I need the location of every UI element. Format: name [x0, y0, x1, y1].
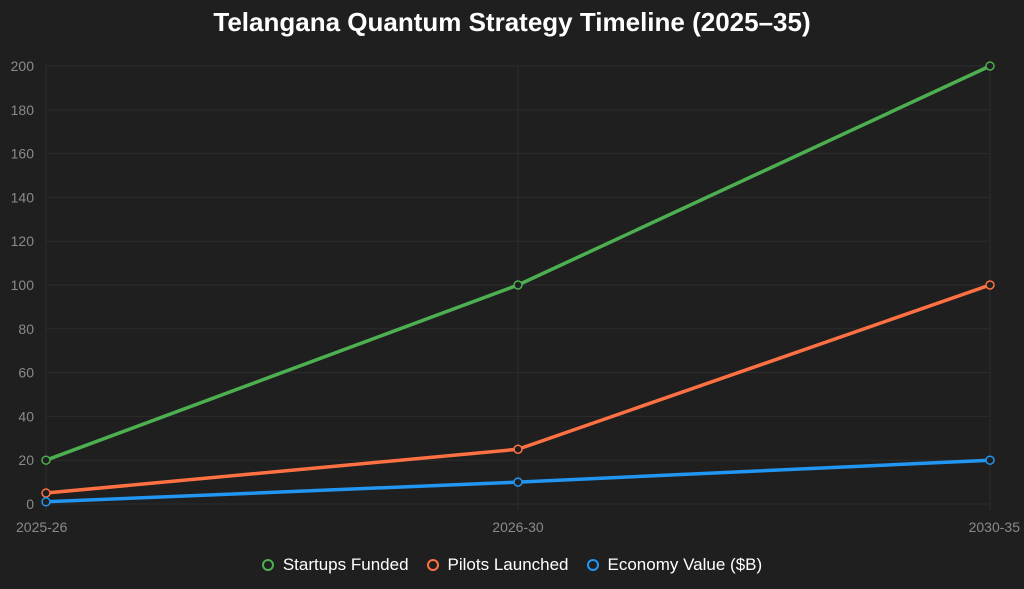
- x-tick-label: 2026-30: [492, 519, 544, 535]
- x-tick-label: 2025-26: [16, 519, 68, 535]
- legend-label: Pilots Launched: [447, 555, 569, 574]
- data-point-pilots-launched: [513, 444, 523, 454]
- y-tick-label: 60: [18, 365, 34, 381]
- chart-legend: Startups Funded Pilots Launched Economy Va…: [0, 555, 1024, 575]
- y-tick-label: 120: [11, 233, 35, 249]
- y-tick-label: 100: [11, 277, 35, 293]
- y-tick-label: 20: [18, 452, 34, 468]
- y-tick-label: 40: [18, 408, 34, 424]
- data-point-economy-value-b: [513, 477, 523, 487]
- data-point-startups-funded: [985, 61, 995, 71]
- y-tick-label: 160: [11, 146, 35, 162]
- chart-title: Telangana Quantum Strategy Timeline (202…: [213, 7, 811, 37]
- y-tick-label: 180: [11, 102, 35, 118]
- y-tick-label: 140: [11, 189, 35, 205]
- legend-label: Economy Value ($B): [607, 555, 763, 574]
- x-tick-label: 2030-35: [969, 519, 1021, 535]
- legend-swatch-icon: [261, 559, 274, 571]
- data-point-pilots-launched: [985, 280, 995, 290]
- data-point-startups-funded: [513, 280, 523, 290]
- legend-item[interactable]: Startups Funded: [261, 555, 409, 575]
- data-point-economy-value-b: [985, 455, 995, 465]
- legend-item[interactable]: Economy Value ($B): [586, 555, 763, 575]
- y-tick-label: 80: [18, 321, 34, 337]
- y-tick-label: 0: [26, 496, 34, 512]
- y-tick-label: 200: [11, 58, 35, 74]
- legend-swatch-icon: [426, 559, 439, 571]
- legend-item[interactable]: Pilots Launched: [426, 555, 569, 575]
- data-point-startups-funded: [41, 455, 51, 465]
- legend-label: Startups Funded: [282, 555, 409, 574]
- data-point-economy-value-b: [41, 497, 51, 507]
- data-point-pilots-launched: [41, 488, 51, 498]
- legend-swatch-icon: [586, 559, 599, 571]
